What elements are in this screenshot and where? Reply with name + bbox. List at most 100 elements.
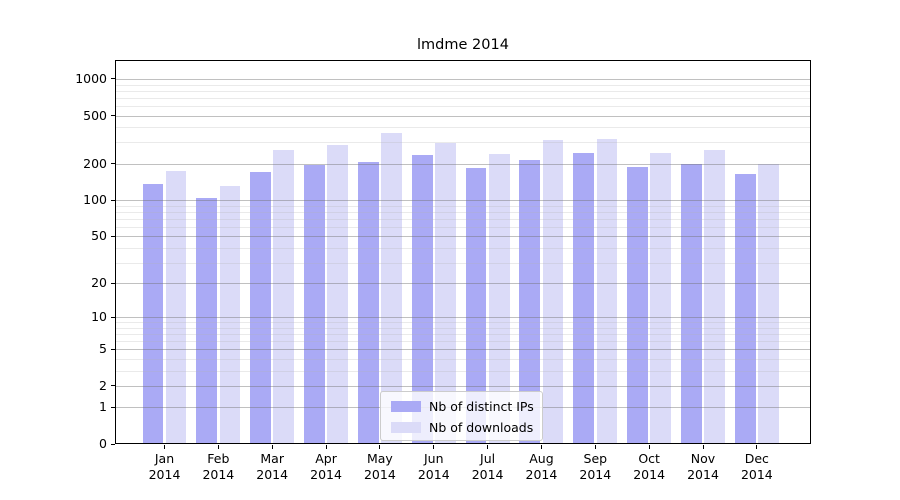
x-tick-label: May 2014 [352, 451, 408, 482]
x-tick-label: Dec 2014 [729, 451, 785, 482]
minor-gridline [115, 205, 811, 207]
major-gridline [115, 236, 811, 238]
major-gridline [115, 349, 811, 351]
bar-nb-of-distinct-ips-dec-2014 [734, 173, 756, 444]
x-tick-mark [325, 444, 327, 449]
x-tick-mark [487, 444, 489, 449]
x-tick-label-line: 2014 [525, 466, 558, 482]
minor-gridline [115, 327, 811, 329]
legend-item-downloads: Nb of downloads [391, 417, 542, 438]
x-tick-label-line: Mar [260, 451, 284, 466]
y-tick-label: 20 [91, 275, 107, 291]
y-tick-mark [110, 235, 115, 237]
x-tick-label-line: Feb [207, 451, 230, 466]
legend-label-distinct-ips: Nb of distinct IPs [429, 399, 534, 414]
plot-area [115, 60, 811, 444]
minor-gridline [115, 322, 811, 324]
legend-swatch-distinct-ips [391, 401, 421, 412]
x-tick-mark [379, 444, 381, 449]
y-tick-mark [110, 282, 115, 284]
x-tick-label: Jan 2014 [137, 451, 193, 482]
x-tick-label-line: Oct [638, 451, 660, 466]
x-tick-label-line: Sep [583, 451, 608, 466]
bar-nb-of-downloads-jun-2014 [434, 143, 456, 444]
y-tick-mark [110, 78, 115, 80]
bar-nb-of-distinct-ips-may-2014 [357, 161, 379, 444]
bar-nb-of-downloads-jan-2014 [165, 170, 187, 444]
y-tick-label: 10 [91, 309, 107, 325]
legend: Nb of distinct IPs Nb of downloads [380, 391, 543, 441]
y-tick-label: 5 [99, 341, 107, 357]
bar-nb-of-distinct-ips-aug-2014 [519, 160, 541, 444]
bar-nb-of-distinct-ips-apr-2014 [304, 164, 325, 444]
x-tick-label-line: 2014 [363, 466, 396, 482]
bar-nb-of-downloads-aug-2014 [542, 140, 564, 444]
minor-gridline [115, 262, 811, 264]
minor-gridline [115, 84, 811, 86]
major-gridline [115, 200, 811, 202]
bar-nb-of-distinct-ips-jun-2014 [411, 154, 433, 444]
bar-nb-of-downloads-feb-2014 [219, 186, 241, 444]
x-tick-mark [756, 444, 758, 449]
bar-nb-of-downloads-apr-2014 [327, 144, 349, 444]
x-tick-label-line: 2014 [256, 466, 289, 482]
x-tick-mark [540, 444, 542, 449]
y-tick-mark [110, 443, 115, 445]
x-tick-label-line: Jun [423, 451, 444, 466]
y-tick-mark [110, 115, 115, 117]
x-tick-label-line: 2014 [148, 466, 181, 482]
bar-nb-of-downloads-nov-2014 [704, 149, 725, 444]
x-tick-label-line: 2014 [202, 466, 235, 482]
minor-gridline [115, 218, 811, 220]
x-tick-label-line: Dec [744, 451, 769, 466]
minor-gridline [115, 358, 811, 360]
x-tick-label-line: 2014 [687, 466, 719, 482]
x-tick-label-line: 2014 [310, 466, 342, 482]
legend-swatch-downloads [391, 422, 421, 433]
x-tick-label-line: 2014 [579, 466, 612, 482]
x-tick-label: Aug 2014 [513, 451, 569, 482]
major-gridline [115, 283, 811, 285]
x-tick-mark [648, 444, 650, 449]
major-gridline [115, 317, 811, 319]
bar-nb-of-distinct-ips-jan-2014 [142, 184, 164, 444]
y-tick-label: 0 [99, 436, 107, 451]
y-tick-label: 2 [99, 377, 107, 393]
legend-item-distinct-ips: Nb of distinct IPs [391, 396, 542, 417]
x-tick-label-line: 2014 [471, 466, 504, 482]
x-tick-label-line: Aug [529, 451, 554, 466]
x-tick-mark [433, 444, 435, 449]
x-tick-label-line: 2014 [633, 466, 666, 482]
y-tick-mark [110, 348, 115, 350]
x-tick-label: Feb 2014 [190, 451, 246, 482]
x-tick-label-line: 2014 [740, 466, 773, 482]
y-tick-mark [110, 406, 115, 408]
y-tick-mark [110, 199, 115, 201]
minor-gridline [115, 341, 811, 343]
x-tick-label: Sep 2014 [567, 451, 623, 482]
bar-nb-of-distinct-ips-feb-2014 [196, 197, 218, 444]
y-tick-mark [110, 385, 115, 387]
minor-gridline [115, 105, 811, 107]
x-tick-label: Mar 2014 [244, 451, 300, 482]
x-tick-label: Jul 2014 [460, 451, 516, 482]
major-gridline [115, 385, 811, 387]
y-tick-label: 1 [99, 399, 107, 415]
y-tick-mark [110, 316, 115, 318]
chart-title: lmdme 2014 [417, 37, 509, 53]
bar-nb-of-distinct-ips-sep-2014 [573, 152, 595, 444]
x-tick-label-line: 2014 [417, 466, 450, 482]
x-tick-label: Jun 2014 [406, 451, 462, 482]
x-tick-mark [217, 444, 219, 449]
minor-gridline [115, 226, 811, 228]
x-tick-label: Nov 2014 [675, 451, 731, 482]
x-tick-label-line: Apr [315, 451, 337, 466]
bar-nb-of-distinct-ips-oct-2014 [627, 166, 648, 444]
legend-label-downloads: Nb of downloads [429, 420, 534, 435]
bar-nb-of-downloads-may-2014 [381, 132, 402, 444]
minor-gridline [115, 211, 811, 213]
bar-nb-of-downloads-mar-2014 [273, 150, 295, 444]
x-tick-mark [702, 444, 704, 449]
minor-gridline [115, 142, 811, 144]
y-tick-label: 1000 [75, 70, 107, 86]
